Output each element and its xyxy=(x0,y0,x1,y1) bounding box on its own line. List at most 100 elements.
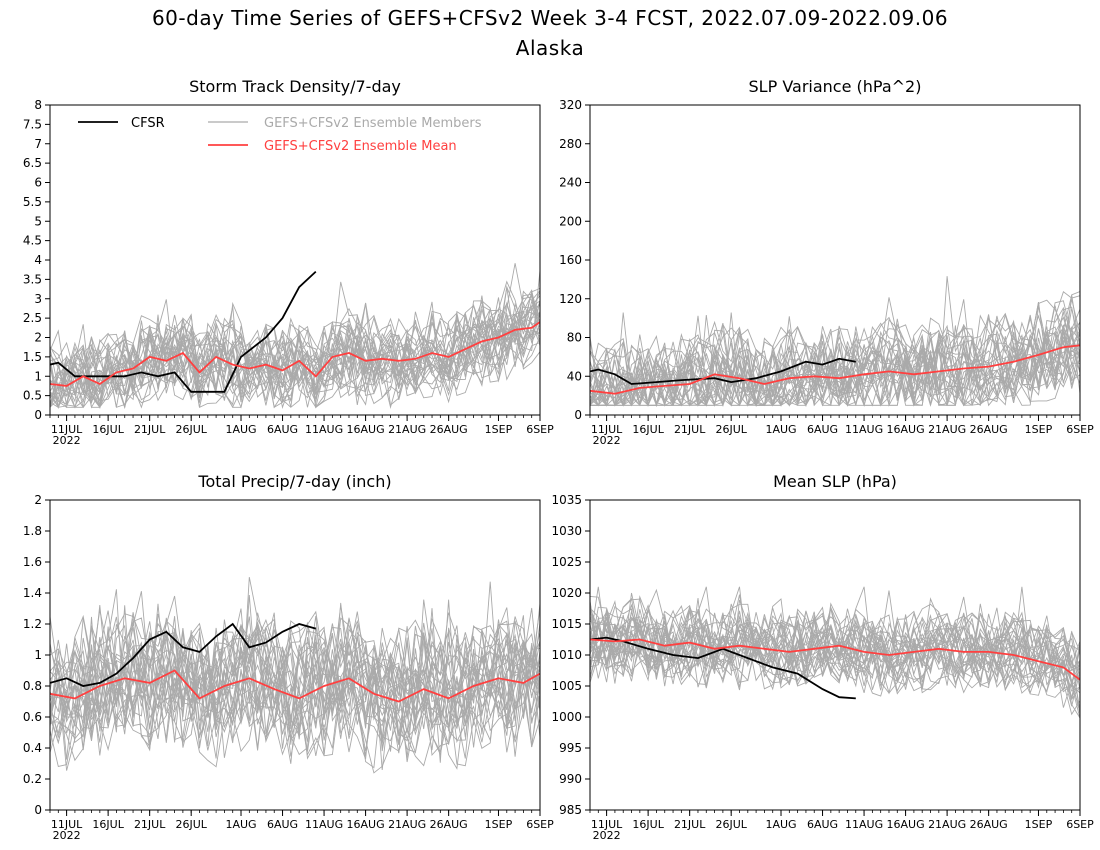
ensemble-member-line xyxy=(50,297,540,407)
y-tick-label: 0 xyxy=(574,408,582,422)
cfsr-line xyxy=(590,357,856,385)
panel-title: Total Precip/7-day (inch) xyxy=(197,472,391,491)
y-tick-label: 40 xyxy=(567,369,582,383)
y-tick-label: 1.6 xyxy=(23,555,42,569)
x-tick-label: 16AUG xyxy=(887,423,925,436)
x-tick-label: 11AUG xyxy=(305,423,343,436)
plot-area xyxy=(590,276,1080,408)
x-tick-label: 11JUL xyxy=(51,423,83,436)
x-tick-label: 21AUG xyxy=(388,818,426,831)
y-tick-label: 1020 xyxy=(551,586,582,600)
ensemble-member-line xyxy=(50,616,540,760)
x-tick-label: 1AUG xyxy=(225,423,256,436)
figure-title: 60-day Time Series of GEFS+CFSv2 Week 3-… xyxy=(151,6,949,30)
y-tick-label: 1035 xyxy=(551,493,582,507)
plot-area xyxy=(50,263,540,410)
y-tick-label: 1.5 xyxy=(23,350,42,364)
x-tick-label: 1AUG xyxy=(225,818,256,831)
ensemble-member-line xyxy=(50,316,540,409)
ensemble-member-line xyxy=(50,293,540,408)
x-tick-label: 16AUG xyxy=(347,423,385,436)
legend-members-label: GEFS+CFSv2 Ensemble Members xyxy=(264,116,482,131)
ensemble-member-line xyxy=(590,311,1080,407)
x-tick-label: 11JUL xyxy=(51,818,83,831)
y-tick-label: 0 xyxy=(34,803,42,817)
y-tick-label: 200 xyxy=(559,214,582,228)
x-tick-label: 6SEP xyxy=(1066,818,1094,831)
ensemble-member-line xyxy=(590,597,1080,690)
y-tick-label: 7.5 xyxy=(23,117,42,131)
x-tick-label: 21AUG xyxy=(928,818,966,831)
x-tick-label: 1AUG xyxy=(765,818,796,831)
x-tick-label: 21AUG xyxy=(928,423,966,436)
y-tick-label: 1.4 xyxy=(23,586,42,600)
y-tick-label: 990 xyxy=(559,772,582,786)
x-tick-label: 21JUL xyxy=(134,423,166,436)
x-tick-label: 1SEP xyxy=(1025,818,1053,831)
ensemble-member-line xyxy=(50,599,540,722)
y-tick-label: 0.8 xyxy=(23,679,42,693)
x-tick-label: 11AUG xyxy=(845,818,883,831)
y-tick-label: 1 xyxy=(34,369,42,383)
y-tick-label: 1015 xyxy=(551,617,582,631)
ensemble-mean-line xyxy=(50,669,540,703)
panel-title: Mean SLP (hPa) xyxy=(773,472,897,491)
ensemble-member-line xyxy=(50,619,540,738)
y-tick-label: 2 xyxy=(34,331,42,345)
y-tick-label: 0.6 xyxy=(23,710,42,724)
y-tick-label: 8 xyxy=(34,98,42,112)
ensemble-member-line xyxy=(50,281,540,395)
x-tick-label: 16AUG xyxy=(347,818,385,831)
x-tick-label: 21JUL xyxy=(674,818,706,831)
x-tick-label: 6AUG xyxy=(807,818,838,831)
x-tick-label: 26AUG xyxy=(430,818,468,831)
x-tick-label: 21JUL xyxy=(674,423,706,436)
y-tick-label: 320 xyxy=(559,98,582,112)
x-tick-label: 26AUG xyxy=(970,818,1008,831)
x-tick-label: 6SEP xyxy=(526,818,554,831)
ensemble-member-line xyxy=(590,624,1080,716)
x-tick-label: 26JUL xyxy=(715,818,747,831)
figure-subtitle: Alaska xyxy=(515,36,585,60)
y-tick-label: 1.8 xyxy=(23,524,42,538)
x-tick-label: 6AUG xyxy=(267,423,298,436)
y-tick-label: 2 xyxy=(34,493,42,507)
x-tick-label: 1SEP xyxy=(1025,423,1053,436)
ensemble-member-line xyxy=(50,652,540,771)
y-tick-label: 1 xyxy=(34,648,42,662)
x-tick-label: 26JUL xyxy=(715,423,747,436)
ensemble-member-line xyxy=(50,287,540,403)
y-tick-label: 0 xyxy=(34,408,42,422)
chart-panel-1: Storm Track Density/7-day 0 0.5 1 1.5 2 2.5 3 3.… xyxy=(23,77,554,447)
ensemble-member-line xyxy=(590,586,1080,707)
x-tick-label: 6AUG xyxy=(807,423,838,436)
ensemble-member-line xyxy=(590,604,1080,678)
y-tick-label: 6 xyxy=(34,176,42,190)
x-tick-label: 11JUL xyxy=(591,423,623,436)
x-tick-label: 6SEP xyxy=(526,423,554,436)
legend-mean-label: GEFS+CFSv2 Ensemble Mean xyxy=(264,139,457,154)
y-tick-label: 0.5 xyxy=(23,389,42,403)
x-year-label: 2022 xyxy=(593,434,621,447)
ensemble-member-line xyxy=(590,300,1080,404)
x-tick-label: 11AUG xyxy=(845,423,883,436)
y-tick-label: 4.5 xyxy=(23,234,42,248)
x-tick-label: 11AUG xyxy=(305,818,343,831)
x-tick-label: 21JUL xyxy=(134,818,166,831)
x-tick-label: 6SEP xyxy=(1066,423,1094,436)
ensemble-member-line xyxy=(590,291,1080,401)
y-tick-label: 6.5 xyxy=(23,156,42,170)
ensemble-member-line xyxy=(50,296,540,401)
y-tick-label: 120 xyxy=(559,292,582,306)
y-tick-label: 1.2 xyxy=(23,617,42,631)
y-tick-label: 1010 xyxy=(551,648,582,662)
y-tick-label: 160 xyxy=(559,253,582,267)
ensemble-mean-line xyxy=(50,321,540,387)
chart-panel-4: Mean SLP (hPa) 985 990 995 1000 1005 1010 1015 1… xyxy=(551,472,1094,842)
x-tick-label: 16AUG xyxy=(887,818,925,831)
ensemble-member-line xyxy=(50,605,540,715)
x-tick-label: 26JUL xyxy=(175,423,207,436)
y-tick-label: 5.5 xyxy=(23,195,42,209)
ensemble-member-line xyxy=(50,301,540,397)
cfsr-line xyxy=(50,622,317,687)
